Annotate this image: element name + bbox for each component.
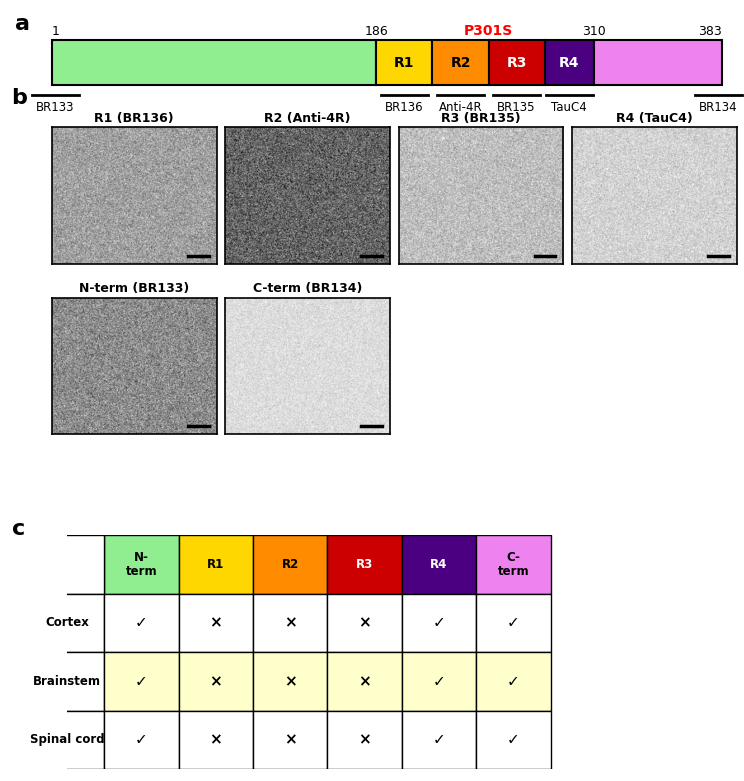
Text: ×: × [283, 674, 297, 689]
Bar [253, 652, 327, 711]
Bar [30, 652, 104, 711]
Bar [327, 711, 402, 769]
Text: Brainstem: Brainstem [33, 675, 101, 688]
Text: R2 (Anti-4R): R2 (Anti-4R) [264, 112, 351, 125]
Bar [327, 594, 402, 652]
Text: ✓: ✓ [135, 674, 148, 689]
Bar [402, 711, 476, 769]
Text: N-term (BR133): N-term (BR133) [79, 282, 190, 295]
Text: R4 (TauC4): R4 (TauC4) [616, 112, 693, 125]
Bar [594, 40, 722, 85]
Bar [476, 652, 551, 711]
Text: 310: 310 [582, 25, 606, 37]
Text: ✓: ✓ [135, 733, 148, 747]
Text: R4: R4 [430, 558, 448, 571]
Text: ×: × [209, 674, 222, 689]
Bar [489, 40, 545, 85]
Bar [179, 652, 253, 711]
Text: a: a [16, 14, 31, 34]
Bar [104, 652, 179, 711]
Text: Cortex: Cortex [45, 616, 89, 629]
Bar [402, 594, 476, 652]
Bar [30, 711, 104, 769]
Text: R3 (BR135): R3 (BR135) [441, 112, 521, 125]
Bar [327, 535, 402, 594]
Text: R3: R3 [356, 558, 373, 571]
Text: R4: R4 [559, 55, 580, 70]
Text: P301S: P301S [464, 23, 513, 37]
Text: ✓: ✓ [432, 674, 446, 689]
Bar [402, 535, 476, 594]
Bar [104, 535, 179, 594]
Text: ×: × [283, 615, 297, 630]
Text: ×: × [209, 733, 222, 747]
Bar [327, 652, 402, 711]
Text: R2: R2 [281, 558, 299, 571]
Text: Spinal cord: Spinal cord [30, 733, 104, 747]
Text: 1: 1 [52, 25, 60, 37]
Text: ✓: ✓ [507, 615, 520, 630]
Bar [30, 594, 104, 652]
Bar [476, 535, 551, 594]
Text: ×: × [283, 733, 297, 747]
Text: ×: × [358, 733, 371, 747]
Bar [104, 711, 179, 769]
Text: R3: R3 [507, 55, 527, 70]
Text: ×: × [209, 615, 222, 630]
Bar [545, 40, 594, 85]
Bar [476, 711, 551, 769]
Bar [402, 652, 476, 711]
Text: ✓: ✓ [432, 733, 446, 747]
Text: ✓: ✓ [507, 674, 520, 689]
Text: ×: × [358, 674, 371, 689]
Text: R1: R1 [207, 558, 225, 571]
Text: ✓: ✓ [135, 615, 148, 630]
Text: 383: 383 [698, 25, 722, 37]
Bar [376, 40, 432, 85]
Text: BR134: BR134 [699, 101, 737, 114]
Text: ✓: ✓ [432, 615, 446, 630]
Text: TauC4: TauC4 [551, 101, 587, 114]
Text: b: b [12, 87, 28, 108]
Bar [179, 535, 253, 594]
Text: Anti-4R: Anti-4R [439, 101, 482, 114]
Bar [52, 40, 376, 85]
Text: N-
term: N- term [126, 551, 157, 578]
Bar [253, 535, 327, 594]
Bar [253, 711, 327, 769]
Text: BR135: BR135 [497, 101, 536, 114]
Bar [432, 40, 489, 85]
Text: BR136: BR136 [385, 101, 424, 114]
Text: c: c [12, 519, 25, 539]
Bar [476, 594, 551, 652]
Text: ✓: ✓ [507, 733, 520, 747]
Text: R1: R1 [394, 55, 414, 70]
Text: R1 (BR136): R1 (BR136) [94, 112, 174, 125]
Bar [253, 594, 327, 652]
Text: C-
term: C- term [498, 551, 529, 578]
Text: ×: × [358, 615, 371, 630]
Bar [104, 594, 179, 652]
Text: C-term (BR134): C-term (BR134) [253, 282, 362, 295]
Bar [179, 594, 253, 652]
Bar [179, 711, 253, 769]
Text: R2: R2 [450, 55, 471, 70]
Text: BR133: BR133 [36, 101, 74, 114]
Text: 186: 186 [365, 25, 388, 37]
Bar [30, 535, 104, 594]
